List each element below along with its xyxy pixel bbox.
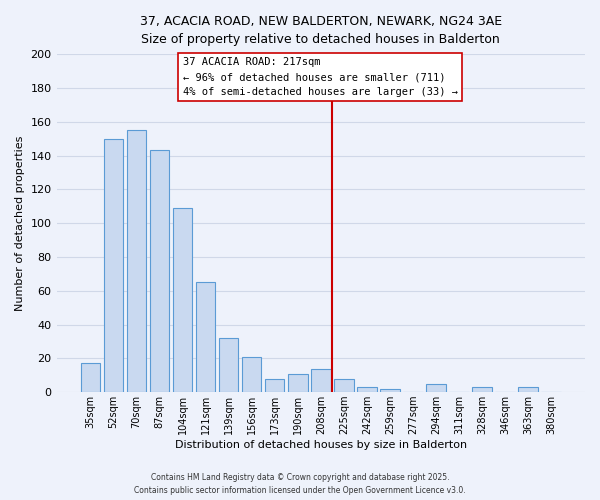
Title: 37, ACACIA ROAD, NEW BALDERTON, NEWARK, NG24 3AE
Size of property relative to de: 37, ACACIA ROAD, NEW BALDERTON, NEWARK, …: [140, 15, 502, 46]
Bar: [311, 368, 331, 392]
Text: Contains HM Land Registry data © Crown copyright and database right 2025.
Contai: Contains HM Land Registry data © Crown c…: [134, 474, 466, 495]
Bar: [242, 356, 262, 392]
Bar: [334, 378, 353, 392]
Bar: [380, 389, 400, 392]
Bar: [173, 208, 193, 392]
Bar: [149, 150, 169, 392]
Bar: [288, 374, 308, 392]
Bar: [265, 378, 284, 392]
X-axis label: Distribution of detached houses by size in Balderton: Distribution of detached houses by size …: [175, 440, 467, 450]
Bar: [472, 387, 492, 392]
Y-axis label: Number of detached properties: Number of detached properties: [15, 136, 25, 311]
Bar: [426, 384, 446, 392]
Bar: [357, 387, 377, 392]
Bar: [80, 364, 100, 392]
Bar: [127, 130, 146, 392]
Bar: [219, 338, 238, 392]
Text: 37 ACACIA ROAD: 217sqm
← 96% of detached houses are smaller (711)
4% of semi-det: 37 ACACIA ROAD: 217sqm ← 96% of detached…: [182, 58, 458, 97]
Bar: [196, 282, 215, 392]
Bar: [518, 387, 538, 392]
Bar: [104, 138, 123, 392]
